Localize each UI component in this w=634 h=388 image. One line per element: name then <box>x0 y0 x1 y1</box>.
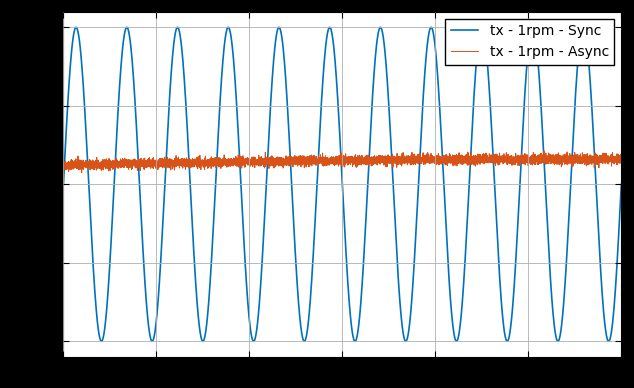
Line: tx - 1rpm - Sync: tx - 1rpm - Sync <box>63 27 621 341</box>
Line: tx - 1rpm - Async: tx - 1rpm - Async <box>63 151 621 173</box>
tx - 1rpm - Async <box>87 163 95 167</box>
tx - 1rpm - Sync <box>123 25 131 29</box>
tx - 1rpm - Sync <box>262 198 269 203</box>
tx - 1rpm - Async <box>262 155 269 160</box>
tx - 1rpm - Async <box>540 149 548 153</box>
tx - 1rpm - Async <box>414 160 422 165</box>
tx - 1rpm - Sync <box>414 192 422 196</box>
tx - 1rpm - Sync <box>618 182 625 187</box>
tx - 1rpm - Sync <box>60 182 67 187</box>
tx - 1rpm - Async <box>618 152 625 157</box>
tx - 1rpm - Async <box>503 161 510 166</box>
Legend: tx - 1rpm - Sync, tx - 1rpm - Async: tx - 1rpm - Sync, tx - 1rpm - Async <box>445 19 614 65</box>
tx - 1rpm - Async <box>473 159 481 163</box>
tx - 1rpm - Async <box>390 157 398 161</box>
tx - 1rpm - Async <box>78 170 86 175</box>
tx - 1rpm - Async <box>60 162 67 166</box>
tx - 1rpm - Sync <box>390 192 398 197</box>
tx - 1rpm - Sync <box>87 233 95 238</box>
tx - 1rpm - Sync <box>554 339 562 344</box>
tx - 1rpm - Sync <box>503 339 510 343</box>
tx - 1rpm - Sync <box>473 52 481 56</box>
